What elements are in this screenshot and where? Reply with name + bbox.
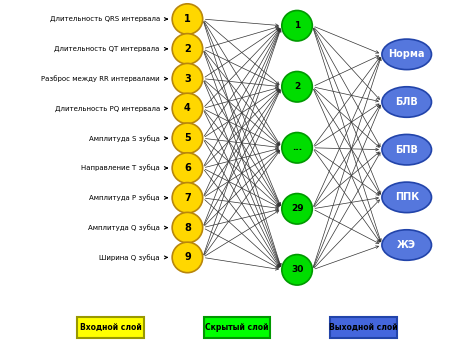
Text: ...: ... xyxy=(292,143,302,152)
Text: 8: 8 xyxy=(184,223,191,232)
Text: Направление T зубца: Направление T зубца xyxy=(81,165,160,172)
Text: 29: 29 xyxy=(291,204,303,213)
Text: 2: 2 xyxy=(294,82,300,91)
Circle shape xyxy=(282,255,312,285)
Circle shape xyxy=(172,153,203,183)
Text: 2: 2 xyxy=(184,44,191,54)
Text: Амплитуда Q зубца: Амплитуда Q зубца xyxy=(88,224,160,231)
Text: Амплитуда Р зубца: Амплитуда Р зубца xyxy=(89,195,160,201)
Ellipse shape xyxy=(382,134,431,165)
Text: Длительность PQ интервала: Длительность PQ интервала xyxy=(55,105,160,111)
Circle shape xyxy=(172,63,203,94)
Text: Входной слой: Входной слой xyxy=(80,323,141,332)
Text: 5: 5 xyxy=(184,133,191,143)
Text: Выходной слой: Выходной слой xyxy=(329,323,398,332)
Text: БЛВ: БЛВ xyxy=(395,97,418,107)
Circle shape xyxy=(172,4,203,34)
Text: Амплитуда S зубца: Амплитуда S зубца xyxy=(89,135,160,142)
Text: Длительность QT интервала: Длительность QT интервала xyxy=(55,46,160,52)
Circle shape xyxy=(282,193,312,224)
Text: Длительность QRS интервала: Длительность QRS интервала xyxy=(49,16,160,22)
FancyBboxPatch shape xyxy=(77,317,144,338)
Text: Норма: Норма xyxy=(389,49,425,60)
Text: 1: 1 xyxy=(294,21,300,30)
Ellipse shape xyxy=(382,39,431,70)
Circle shape xyxy=(172,123,203,153)
Circle shape xyxy=(172,212,203,243)
Circle shape xyxy=(282,133,312,163)
Text: ЖЭ: ЖЭ xyxy=(397,240,416,250)
Text: 1: 1 xyxy=(184,14,191,24)
Text: 3: 3 xyxy=(184,74,191,84)
Text: 6: 6 xyxy=(184,163,191,173)
Circle shape xyxy=(172,183,203,213)
FancyBboxPatch shape xyxy=(330,317,397,338)
Text: ППК: ППК xyxy=(395,192,419,202)
Circle shape xyxy=(172,93,203,124)
Text: 30: 30 xyxy=(291,265,303,274)
Circle shape xyxy=(172,242,203,273)
Text: 4: 4 xyxy=(184,103,191,113)
Text: Ширина Q зубца: Ширина Q зубца xyxy=(99,254,160,261)
Ellipse shape xyxy=(382,230,431,260)
Text: 7: 7 xyxy=(184,193,191,203)
FancyBboxPatch shape xyxy=(204,317,270,338)
Circle shape xyxy=(282,10,312,41)
Text: Разброс между RR интервалами: Разброс между RR интервалами xyxy=(41,75,160,82)
Ellipse shape xyxy=(382,182,431,213)
Circle shape xyxy=(282,71,312,102)
Ellipse shape xyxy=(382,87,431,117)
Circle shape xyxy=(172,34,203,64)
Text: БПВ: БПВ xyxy=(395,145,418,155)
Text: 9: 9 xyxy=(184,252,191,262)
Text: Скрытый слой: Скрытый слой xyxy=(205,323,269,332)
